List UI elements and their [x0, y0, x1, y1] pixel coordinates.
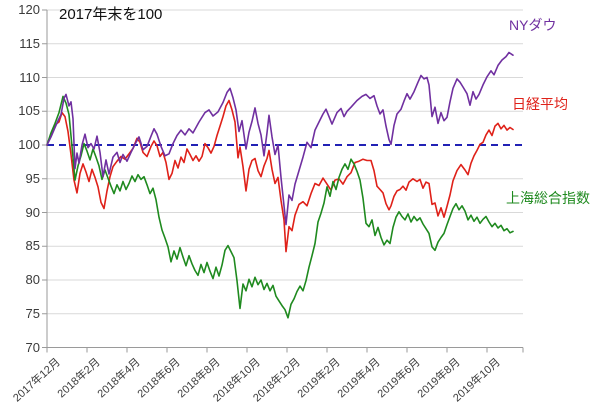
series-label-shanghai: 上海総合指数 [506, 190, 590, 206]
y-axis-label: 110 [19, 69, 40, 85]
y-axis-label: 85 [25, 238, 40, 254]
series-label-nikkei: 日経平均 [512, 96, 568, 112]
series-line-ny-dow [46, 51, 514, 226]
y-axis-label: 95 [25, 170, 40, 186]
series-line-nikkei [46, 99, 514, 253]
series-line-shanghai [46, 95, 514, 319]
y-axis-label: 120 [18, 2, 40, 17]
y-axis-label: 115 [19, 35, 40, 51]
y-axis-label: 90 [25, 204, 40, 220]
y-axis-label: 70 [25, 339, 40, 355]
y-axis-label: 100 [18, 137, 40, 152]
y-axis-label: 105 [18, 103, 40, 119]
y-axis-label: 80 [25, 272, 40, 287]
y-axis-label: 75 [25, 305, 40, 321]
series-label-ny-dow: NYダウ [509, 17, 557, 33]
chart-title: 2017年末を100 [59, 6, 163, 23]
